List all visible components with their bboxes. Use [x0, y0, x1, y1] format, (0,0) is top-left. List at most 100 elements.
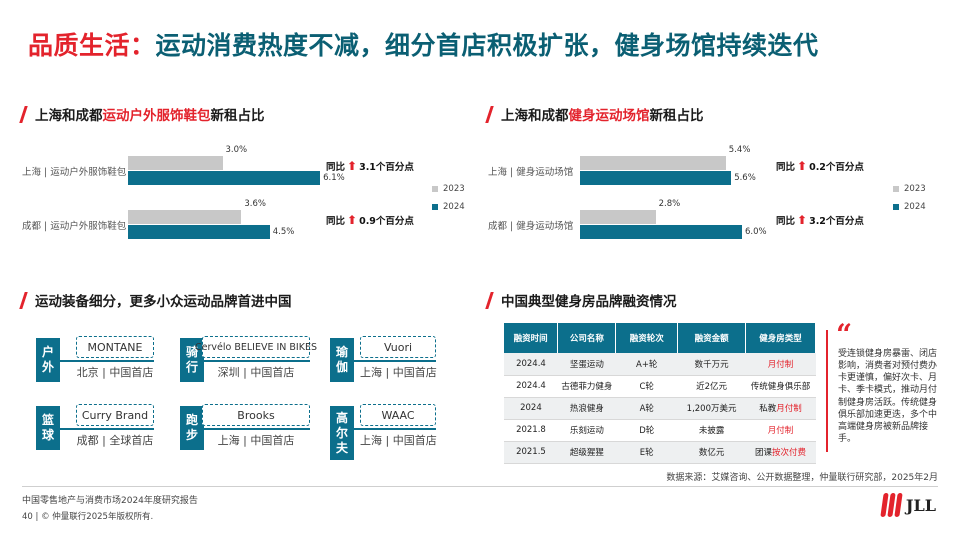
table-cell-gym-type: 传统健身俱乐部 — [745, 375, 816, 398]
jll-logo: JLL — [880, 493, 936, 517]
chart-bar-2024 — [580, 225, 742, 239]
chart-category-label: 成都 | 运动户外服饰鞋包 — [22, 221, 127, 232]
page-title-main: 运动消费热度不减，细分首店积极扩张，健身场馆持续迭代 — [155, 31, 819, 60]
chart-category-label: 成都 | 健身运动场馆 — [488, 221, 574, 232]
table-row: 2024 热浪健身 A轮 1,200万美元 私教月付制 — [504, 397, 816, 420]
chart-bar-2023 — [580, 210, 656, 224]
yoy-change-label: 同比 ⬆ 3.2个百分点 — [776, 213, 864, 227]
brand-category-tag: 篮球 — [36, 406, 60, 450]
section-header-brands: 运动装备细分，更多小众运动品牌首进中国 — [19, 290, 292, 310]
chart-category-label: 上海 | 健身运动场馆 — [488, 167, 574, 178]
quote-mark-icon: “ — [836, 318, 853, 351]
table-cell: 近2亿元 — [677, 375, 746, 398]
chart-bar-2024 — [580, 171, 732, 185]
table-cell: 未披露 — [677, 419, 746, 442]
table-header-cell: 健身房类型 — [745, 323, 816, 353]
up-arrow-icon: ⬆ — [347, 213, 358, 227]
chart-bar-2024 — [128, 225, 270, 239]
section-header-title: 中国典型健身房品牌融资情况 — [501, 294, 677, 310]
table-cell: 2024.4 — [504, 375, 558, 398]
page-title-prefix: 品质生活： — [28, 31, 156, 60]
up-arrow-icon: ⬆ — [347, 159, 358, 173]
quote-text: 受连锁健身房暴雷、闭店影响，消费者对预付费办卡更谨慎，偏好次卡、月卡、季卡模式，… — [838, 349, 938, 444]
table-header-cell: 融资轮次 — [615, 323, 679, 353]
table-row: 2021.5 超级猩猩 E轮 数亿元 团课按次付费 — [504, 441, 816, 464]
section-header-funding: 中国典型健身房品牌融资情况 — [485, 290, 677, 310]
table-cell: 热浪健身 — [557, 397, 616, 420]
table-row: 2021.8 乐刻运动 D轮 未披露 月付制 — [504, 419, 816, 442]
chart-value-label: 3.6% — [244, 199, 266, 209]
table-cell: 超级猩猩 — [557, 441, 616, 464]
legend-item-2023: 2023 — [893, 180, 926, 198]
footer-divider — [22, 486, 938, 487]
section-header-highlight: 运动户外服饰鞋包 — [102, 108, 211, 124]
table-cell: 2021.5 — [504, 441, 558, 464]
legend-item-2024: 2024 — [893, 198, 926, 216]
chart-value-label: 6.1% — [323, 173, 345, 183]
section-header-prefix: 上海和成都 — [35, 108, 103, 124]
brand-underline — [204, 360, 310, 362]
brand-underline — [204, 428, 310, 430]
section-header-prefix: 上海和成都 — [501, 108, 569, 124]
brand-name-box: Vuori — [360, 336, 436, 358]
logo-text: JLL — [905, 495, 936, 515]
table-cell: E轮 — [615, 441, 678, 464]
data-source: 数据来源：艾媒咨询、公开数据整理，仲量联行研究部，2025年2月 — [666, 473, 938, 483]
brand-underline — [60, 428, 154, 430]
table-cell: D轮 — [615, 419, 678, 442]
table-header-row: 融资时间 公司名称 融资轮次 融资金额 健身房类型 — [504, 323, 816, 353]
table-cell-gym-type: 月付制 — [745, 353, 816, 376]
table-cell-gym-type: 私教月付制 — [745, 397, 816, 420]
section-slash-icon — [19, 291, 28, 309]
table-cell: 数千万元 — [677, 353, 746, 376]
section-header-apparel: 上海和成都 运动户外服饰鞋包 新租占比 — [19, 104, 265, 124]
brand-location: 成都 | 全球首店 — [76, 434, 154, 447]
legend-swatch — [432, 186, 438, 192]
section-header-title: 运动装备细分，更多小众运动品牌首进中国 — [35, 294, 292, 310]
table-row: 2024.4 坚蛋运动 A+轮 数千万元 月付制 — [504, 353, 816, 376]
brand-underline — [60, 360, 154, 362]
section-slash-icon — [485, 291, 494, 309]
table-cell: 2024 — [504, 397, 558, 420]
brand-name-box: Cervélo BELIEVE IN BIKES — [195, 336, 317, 358]
table-cell: 2024.4 — [504, 353, 558, 376]
brand-category-tag: 户外 — [36, 338, 60, 382]
brand-category-tag: 高尔夫 — [330, 406, 354, 460]
chart-bar-2023 — [580, 156, 726, 170]
section-header-highlight: 健身运动场馆 — [568, 108, 650, 124]
yoy-change-label: 同比 ⬆ 3.1个百分点 — [326, 159, 414, 173]
chart-bar-2023 — [128, 156, 223, 170]
brand-name-box: Brooks — [202, 404, 310, 426]
table-row: 2024.4 古德菲力健身 C轮 近2亿元 传统健身俱乐部 — [504, 375, 816, 398]
brand-location: 上海 | 中国首店 — [360, 434, 437, 447]
table-cell: 数亿元 — [677, 441, 746, 464]
brand-underline — [354, 360, 436, 362]
jll-logo-icon — [880, 493, 903, 517]
brand-category-tag: 骑行 — [180, 338, 204, 382]
page-title: 品质生活：运动消费热度不减，细分首店积极扩张，健身场馆持续迭代 — [28, 26, 819, 62]
up-arrow-icon: ⬆ — [797, 213, 808, 227]
brand-location: 北京 | 中国首店 — [76, 366, 154, 379]
funding-table: 融资时间 公司名称 融资轮次 融资金额 健身房类型 2024.4 坚蛋运动 A+轮数… — [504, 323, 816, 464]
page-number: 40 — [22, 512, 33, 522]
table-cell: C轮 — [615, 375, 678, 398]
fitness-share-chart: 上海 | 健身运动场馆 5.4% 5.6% 同比 ⬆ 0.2个百分点 成都 | 健身运动场馆… — [0, 0, 960, 260]
table-cell: 乐刻运动 — [557, 419, 616, 442]
chart-value-label: 5.4% — [728, 145, 751, 155]
yoy-change-label: 同比 ⬆ 0.2个百分点 — [776, 159, 864, 173]
section-header-suffix: 新租占比 — [210, 108, 265, 124]
table-cell: 2021.8 — [504, 419, 558, 442]
chart-bar-2023 — [128, 210, 242, 224]
chart-value-label: 2.8% — [658, 199, 681, 209]
chart-legend-apparel: 2023 2024 — [432, 180, 465, 216]
section-header-fitness: 上海和成都 健身运动场馆 新租占比 — [485, 104, 704, 124]
chart-value-label: 4.5% — [272, 227, 295, 237]
table-cell: 古德菲力健身 — [557, 375, 616, 398]
table-header-cell: 融资金额 — [677, 323, 747, 353]
brand-name-box: WAAC — [360, 404, 436, 426]
brand-location: 深圳 | 中国首店 — [217, 366, 295, 379]
legend-swatch — [893, 204, 899, 210]
brand-category-tag: 瑜伽 — [330, 338, 354, 382]
apparel-share-chart: 上海 | 运动户外服饰鞋包 3.0% 6.1% 同比 ⬆ 3.1个百分点 成都 | 运动户外… — [0, 0, 480, 260]
legend-swatch — [432, 204, 438, 210]
